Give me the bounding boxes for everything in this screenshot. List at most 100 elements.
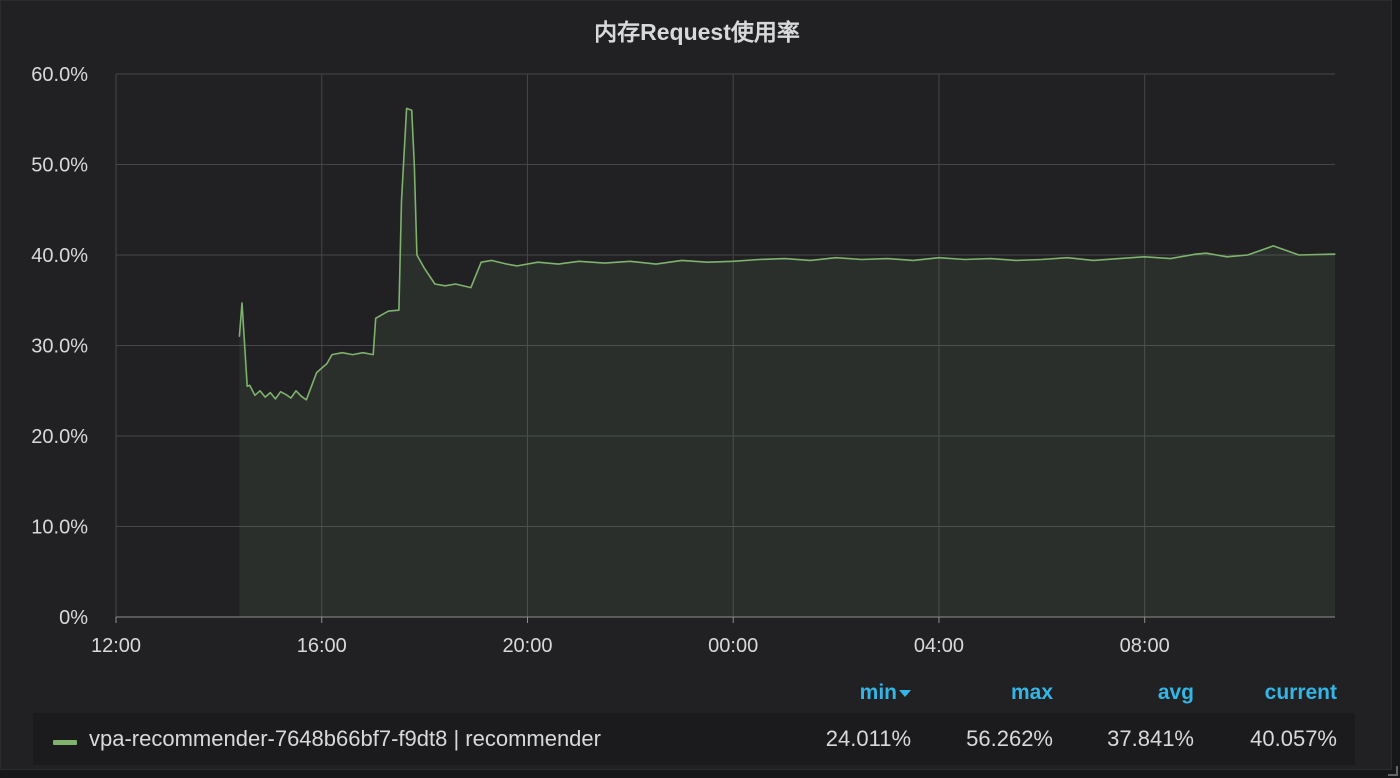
data-point bbox=[886, 258, 889, 260]
data-point bbox=[269, 392, 271, 394]
legend-avg-value: 37.841% bbox=[1107, 726, 1194, 751]
data-point bbox=[490, 259, 493, 261]
series-area bbox=[238, 107, 1336, 618]
data-point bbox=[434, 283, 436, 285]
legend-header-max[interactable]: max bbox=[1010, 681, 1053, 704]
legend-series-name[interactable]: vpa-recommender-7648b66bf7-f9dt8 | recom… bbox=[89, 726, 601, 751]
data-point bbox=[861, 258, 863, 261]
series-fill bbox=[239, 108, 1335, 618]
data-point bbox=[964, 258, 966, 261]
data-point bbox=[629, 260, 631, 262]
legend-current-value: 40.057% bbox=[1250, 726, 1337, 751]
data-point bbox=[1041, 258, 1043, 261]
data-point bbox=[444, 285, 446, 287]
data-point bbox=[305, 399, 307, 401]
data-point bbox=[264, 396, 266, 398]
data-point bbox=[372, 354, 374, 356]
data-point bbox=[388, 310, 390, 312]
sort-desc-icon bbox=[899, 689, 911, 697]
data-point bbox=[1092, 259, 1094, 261]
y-tick-label: 10.0% bbox=[31, 517, 88, 539]
data-point bbox=[382, 313, 385, 315]
data-point bbox=[375, 317, 377, 319]
data-point bbox=[274, 398, 276, 400]
data-point bbox=[321, 367, 323, 369]
data-point bbox=[1298, 254, 1300, 256]
y-tick-label: 0% bbox=[59, 607, 88, 629]
data-point bbox=[246, 385, 248, 387]
data-point bbox=[537, 261, 539, 263]
data-point bbox=[655, 263, 657, 265]
data-point bbox=[1216, 254, 1218, 256]
grid-lines bbox=[115, 73, 1335, 623]
data-point bbox=[1205, 252, 1207, 254]
data-point bbox=[285, 393, 287, 395]
y-tick-label: 50.0% bbox=[31, 155, 88, 177]
data-point bbox=[1169, 258, 1171, 260]
data-point bbox=[912, 259, 914, 261]
y-tick-label: 60.0% bbox=[31, 64, 88, 86]
panel-title[interactable]: 内存Request使用率 bbox=[594, 19, 800, 45]
legend-header-min[interactable]: min bbox=[771, 681, 911, 705]
data-point bbox=[254, 394, 256, 396]
legend-min-value: 24.011% bbox=[825, 726, 911, 751]
y-tick-label: 30.0% bbox=[31, 336, 88, 358]
data-point bbox=[758, 258, 760, 261]
data-point bbox=[398, 309, 400, 311]
data-point bbox=[706, 261, 709, 263]
legend-header-min-label: min bbox=[859, 681, 897, 704]
data-point bbox=[809, 259, 812, 261]
x-axis-ticks: 12:00 16:00 20:00 00:00 04:00 08:00 bbox=[91, 635, 1170, 657]
data-point bbox=[557, 263, 559, 265]
data-point bbox=[1334, 253, 1336, 255]
legend-max-value: 56.262% bbox=[966, 726, 1053, 751]
chart-svg[interactable]: 0% 10.0% 20.0% 30.0% 40.0% 50.0% 60.0% 12:00 16… bbox=[1, 1, 1393, 681]
data-point bbox=[454, 283, 457, 285]
resize-handle[interactable] bbox=[1388, 766, 1398, 776]
data-point bbox=[316, 372, 318, 374]
data-point bbox=[1118, 258, 1120, 260]
x-tick-label: 08:00 bbox=[1120, 635, 1170, 657]
data-point bbox=[1247, 254, 1249, 256]
data-point bbox=[1066, 257, 1069, 259]
data-point bbox=[280, 391, 282, 393]
data-point bbox=[400, 200, 403, 202]
x-tick-label: 20:00 bbox=[502, 635, 552, 657]
data-point bbox=[300, 395, 302, 397]
data-point bbox=[416, 254, 418, 256]
data-point bbox=[406, 107, 408, 109]
data-point bbox=[295, 390, 297, 392]
data-point bbox=[1226, 256, 1228, 258]
legend-header-avg[interactable]: avg bbox=[1157, 681, 1194, 704]
data-point bbox=[578, 260, 580, 262]
data-point bbox=[1015, 259, 1017, 261]
data-point bbox=[249, 384, 251, 386]
y-axis-ticks: 0% 10.0% 20.0% 30.0% 40.0% 50.0% 60.0% bbox=[31, 64, 88, 629]
data-point bbox=[784, 258, 786, 260]
x-tick-label: 04:00 bbox=[914, 635, 964, 657]
data-point bbox=[835, 257, 837, 259]
data-point bbox=[326, 363, 328, 365]
x-tick-label: 16:00 bbox=[297, 635, 347, 657]
data-point bbox=[1144, 256, 1146, 258]
x-tick-label: 12:00 bbox=[91, 635, 141, 657]
data-point bbox=[341, 352, 343, 354]
legend-header-current[interactable]: current bbox=[1264, 681, 1337, 704]
series-color-swatch[interactable] bbox=[53, 740, 77, 745]
data-point bbox=[362, 352, 364, 354]
data-point bbox=[411, 109, 413, 111]
data-point bbox=[238, 335, 240, 337]
data-point bbox=[290, 397, 292, 399]
x-tick-label: 00:00 bbox=[708, 635, 758, 657]
data-point bbox=[331, 354, 333, 356]
legend-row[interactable]: vpa-recommender-7648b66bf7-f9dt8 | recom… bbox=[33, 713, 1355, 765]
data-point bbox=[506, 263, 508, 265]
data-point bbox=[352, 354, 354, 356]
data-point bbox=[470, 287, 472, 289]
data-point bbox=[413, 163, 415, 166]
data-point bbox=[1195, 253, 1197, 255]
data-point bbox=[310, 385, 313, 387]
data-point bbox=[424, 268, 426, 270]
data-point bbox=[480, 261, 482, 263]
